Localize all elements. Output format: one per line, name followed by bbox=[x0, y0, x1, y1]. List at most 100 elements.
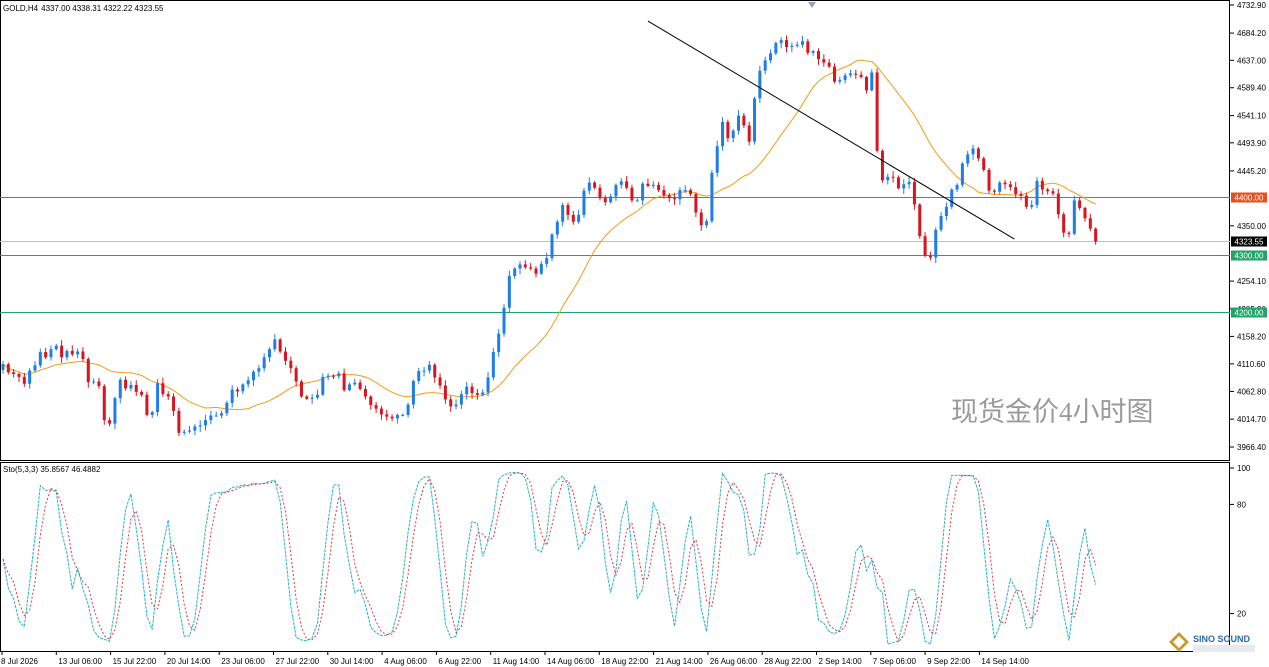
candle-body bbox=[241, 384, 245, 392]
candle-body bbox=[827, 62, 831, 67]
candle-body bbox=[822, 59, 826, 63]
candle-body bbox=[1051, 191, 1055, 194]
level-label-box bbox=[1231, 192, 1267, 203]
candle-body bbox=[630, 187, 634, 201]
price-tick-label: 4350.00 bbox=[1237, 222, 1266, 231]
candle-body bbox=[832, 66, 836, 82]
candle-body bbox=[555, 221, 559, 235]
candle-body bbox=[987, 169, 991, 191]
price-tick-label: 4110.60 bbox=[1237, 360, 1266, 369]
candle-body bbox=[982, 158, 986, 170]
candle-body bbox=[385, 414, 389, 417]
stoch-signal-line bbox=[2, 472, 1097, 644]
price-tick-label: 3966.40 bbox=[1237, 443, 1266, 452]
time-tick-label: 13 Jul 06:00 bbox=[58, 657, 102, 666]
candle-body bbox=[220, 413, 224, 416]
candle-body bbox=[619, 181, 623, 185]
candle-body bbox=[795, 44, 799, 46]
candle-body bbox=[145, 394, 149, 415]
indicator-label: Sto(5,3,3) 35.8567 46.4882 bbox=[3, 465, 101, 474]
stoch-main-line bbox=[2, 471, 1097, 645]
candle-body bbox=[54, 345, 58, 350]
candle-body bbox=[70, 350, 74, 355]
candle-body bbox=[870, 72, 874, 91]
candle-body bbox=[918, 204, 922, 237]
time-tick-label: 8 Jul 2026 bbox=[1, 657, 38, 666]
candle-body bbox=[507, 275, 511, 308]
candle-body bbox=[667, 195, 671, 199]
candle-body bbox=[1072, 200, 1076, 234]
candle-body bbox=[81, 351, 85, 360]
candle-body bbox=[406, 404, 410, 415]
candle-body bbox=[625, 181, 629, 188]
time-tick-label: 28 Aug 22:00 bbox=[764, 657, 812, 666]
candle-body bbox=[102, 386, 106, 421]
candle-body bbox=[1083, 207, 1087, 219]
candle-body bbox=[497, 333, 501, 353]
candle-body bbox=[1062, 214, 1066, 233]
candle-body bbox=[880, 150, 884, 181]
candle-body bbox=[76, 351, 80, 355]
candle-body bbox=[481, 392, 485, 395]
candle-body bbox=[939, 215, 943, 230]
candle-body bbox=[742, 115, 746, 126]
candle-body bbox=[321, 376, 325, 395]
candle-body bbox=[635, 200, 639, 202]
sino-sound-logo: SINO SOUND bbox=[1169, 632, 1255, 652]
candle-body bbox=[262, 357, 266, 369]
candle-body bbox=[161, 383, 165, 395]
ma-line bbox=[2, 59, 1096, 411]
candle-body bbox=[358, 382, 362, 389]
candle-body bbox=[518, 264, 522, 269]
symbol-label: GOLD,H4 4337.00 4338.31 4322.22 4323.55 bbox=[3, 4, 164, 13]
candle-body bbox=[347, 384, 351, 391]
trendline-group bbox=[647, 20, 1015, 240]
time-tick-label: 2 Sep 14:00 bbox=[819, 657, 863, 666]
candle-body bbox=[891, 176, 895, 178]
candle-body bbox=[1008, 184, 1012, 188]
scroll-marker-icon[interactable] bbox=[808, 2, 816, 8]
candle-body bbox=[859, 74, 863, 78]
candle-body bbox=[1024, 195, 1028, 207]
candle-body bbox=[1088, 218, 1092, 229]
candle-body bbox=[411, 380, 415, 405]
candle-body bbox=[369, 396, 373, 406]
candle-body bbox=[140, 391, 144, 395]
price-tick-label: 4014.70 bbox=[1237, 415, 1266, 424]
candle-body bbox=[912, 181, 916, 205]
candle-body bbox=[257, 368, 261, 372]
indicator-tick-label: 100 bbox=[1237, 464, 1251, 473]
level-label-box bbox=[1231, 250, 1267, 261]
price-tick-label: 4637.00 bbox=[1237, 56, 1266, 65]
time-tick-label: 11 Aug 14:00 bbox=[493, 657, 540, 666]
candle-body bbox=[758, 70, 762, 99]
candle-body bbox=[1056, 193, 1060, 215]
candle-body bbox=[657, 184, 661, 191]
candle-body bbox=[214, 415, 218, 417]
candle-body bbox=[283, 351, 287, 361]
candle-body bbox=[934, 229, 938, 258]
indicator-pane[interactable] bbox=[0, 462, 1230, 652]
candle-body bbox=[491, 352, 495, 378]
candle-body bbox=[811, 51, 815, 53]
candle-body bbox=[113, 398, 117, 424]
candle-body bbox=[198, 425, 202, 427]
main-pane[interactable] bbox=[0, 0, 1230, 461]
candle-body bbox=[699, 212, 703, 226]
candle-body bbox=[172, 396, 176, 411]
candle-body bbox=[438, 377, 442, 386]
candle-body bbox=[1046, 189, 1050, 192]
candle-body bbox=[529, 267, 533, 269]
candle-body bbox=[134, 384, 138, 392]
stochastic-lines bbox=[2, 471, 1097, 645]
time-tick-label: 20 Jul 14:00 bbox=[167, 657, 211, 666]
candle-body bbox=[60, 345, 64, 358]
candle-body bbox=[86, 359, 90, 383]
time-tick-label: 7 Sep 06:00 bbox=[873, 657, 917, 666]
candle-body bbox=[1078, 200, 1082, 208]
candle-body bbox=[97, 381, 101, 387]
price-tick-label: 4254.10 bbox=[1237, 277, 1266, 286]
candle-body bbox=[923, 236, 927, 256]
candle-body bbox=[593, 182, 597, 188]
